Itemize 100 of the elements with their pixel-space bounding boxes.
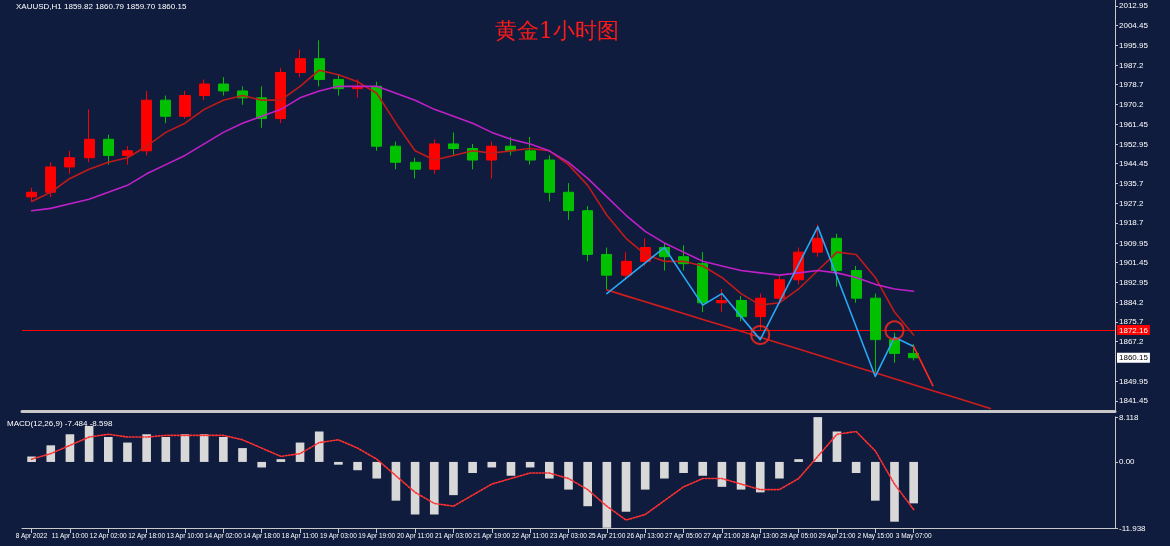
bar xyxy=(257,461,267,468)
line-series xyxy=(30,69,915,336)
bar xyxy=(794,459,803,462)
ref-line-label: 1872.16 xyxy=(1119,325,1149,335)
candlestick xyxy=(218,76,229,97)
y-tick-label: 1884.2 xyxy=(1119,297,1145,307)
candlestick xyxy=(736,295,747,322)
bar xyxy=(698,461,708,476)
bar xyxy=(679,461,688,473)
bar xyxy=(334,461,343,465)
bar xyxy=(238,448,247,462)
y-tick-label: 1944.45 xyxy=(1119,159,1149,169)
line-series xyxy=(606,226,915,378)
candlestick xyxy=(525,136,536,166)
bar xyxy=(84,425,94,462)
candlestick xyxy=(199,78,210,101)
bar xyxy=(602,461,612,528)
candlestick xyxy=(371,81,382,152)
y-tick-label: 1892.95 xyxy=(1119,277,1149,287)
y-tick-label: 2012.95 xyxy=(1119,1,1149,11)
candlestick xyxy=(851,265,862,304)
candlestick xyxy=(141,90,152,156)
candlestick xyxy=(122,145,133,166)
candlestick xyxy=(870,293,881,373)
bar xyxy=(180,434,190,462)
bar xyxy=(46,445,56,462)
candlestick xyxy=(563,182,574,221)
y-tick-label: 1875.7 xyxy=(1119,317,1145,327)
bar xyxy=(506,461,516,476)
candlestick xyxy=(390,141,401,170)
y-tick-label: -11.938 xyxy=(1119,523,1147,533)
bar xyxy=(429,461,439,515)
bar xyxy=(909,461,918,504)
candlestick xyxy=(697,251,708,313)
bar xyxy=(660,461,669,479)
bar xyxy=(276,459,286,462)
y-tick-label: 1961.45 xyxy=(1119,119,1149,129)
bar xyxy=(755,461,765,493)
candlestick xyxy=(26,187,37,202)
y-tick-label: 2004.45 xyxy=(1119,20,1149,30)
bar xyxy=(199,434,209,462)
bar xyxy=(410,461,420,515)
bar xyxy=(564,461,573,490)
y-tick-label: 1987.2 xyxy=(1119,60,1145,70)
y-tick-label: 1927.2 xyxy=(1119,198,1145,208)
y-tick-label: 1935.7 xyxy=(1119,179,1145,189)
bar xyxy=(813,417,823,462)
bar xyxy=(161,437,171,462)
annotation: 1860.15 xyxy=(1119,353,1149,363)
line-series xyxy=(30,85,915,293)
candlestick xyxy=(831,233,842,288)
candlestick xyxy=(45,161,56,198)
bar xyxy=(372,461,382,479)
y-tick-label: 0.00 xyxy=(1119,457,1136,467)
bar xyxy=(640,461,650,490)
bar xyxy=(487,461,497,468)
candlestick xyxy=(448,131,459,156)
candlestick xyxy=(812,224,823,258)
y-tick-label: 1995.95 xyxy=(1119,40,1149,50)
y-tick-label: 1841.45 xyxy=(1119,396,1149,406)
candlestick xyxy=(582,205,593,262)
bar xyxy=(219,437,228,462)
bar xyxy=(870,461,880,501)
candlestick xyxy=(314,39,325,87)
candlestick xyxy=(621,251,632,281)
bar xyxy=(353,461,362,471)
line-series xyxy=(606,289,992,410)
candlestick xyxy=(275,67,286,124)
bar xyxy=(621,461,631,512)
bar xyxy=(468,461,477,473)
bar xyxy=(851,461,861,473)
annotation: XAUUSD,H1 1859.82 1860.79 1859.70 1860.15 xyxy=(16,1,187,11)
candlestick xyxy=(295,49,306,78)
candlestick xyxy=(179,90,191,120)
y-tick-label: 1909.95 xyxy=(1119,238,1149,248)
y-tick-label: 1901.45 xyxy=(1119,258,1149,268)
y-tick-label: 1849.95 xyxy=(1119,376,1149,386)
candlestick xyxy=(64,150,75,175)
y-tick-label: 1918.7 xyxy=(1119,218,1145,228)
bar xyxy=(142,434,151,462)
chart-title: MACD(12,26,9) -7.484 -8.598 xyxy=(7,418,113,428)
candlestick xyxy=(716,288,727,313)
y-tick-label: 8.118 xyxy=(1119,412,1139,422)
bar xyxy=(314,431,324,462)
text: 黄金1小时图 xyxy=(495,17,619,43)
bar xyxy=(890,461,899,522)
line-series xyxy=(30,430,915,521)
candlestick xyxy=(889,332,900,364)
candlestick xyxy=(410,157,421,179)
y-tick-label: 1952.95 xyxy=(1119,139,1149,149)
y-tick-label: 1978.7 xyxy=(1119,80,1145,90)
bar xyxy=(449,461,458,496)
candlestick xyxy=(601,247,612,290)
bar xyxy=(583,461,592,507)
bar xyxy=(123,442,132,462)
candlestick xyxy=(544,154,555,202)
bar xyxy=(103,437,113,462)
bar xyxy=(775,461,784,479)
y-tick-label: 1970.2 xyxy=(1119,99,1145,109)
candlestick xyxy=(103,134,114,166)
